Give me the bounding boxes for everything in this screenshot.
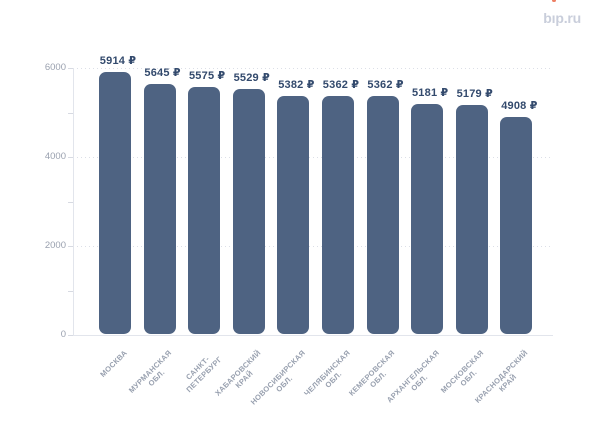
y-axis-tick [68,290,73,292]
y-axis-tick [68,68,73,69]
y-gridline [73,68,553,69]
y-axis-tick [68,201,73,203]
bar-value-label: 5914 ₽ [99,54,137,67]
bar[interactable] [455,104,488,334]
bar-value-label: 5362 ₽ [367,79,404,92]
y-gridline [73,246,553,247]
y-axis-tick-label: 4000 [44,151,66,162]
bar[interactable] [277,95,310,334]
bar[interactable] [500,116,533,334]
y-axis-tick-label: 2000 [44,240,66,251]
y-axis-tick-label: 6000 [44,62,66,73]
bar[interactable] [232,88,265,334]
bar[interactable] [366,96,399,334]
bar[interactable] [99,71,131,334]
bar[interactable] [411,104,444,334]
bar-value-label: 4908 ₽ [501,99,538,112]
x-axis-category-label: МУРМАНСКАЯ ОБЛ. [127,348,180,401]
bar-value-label: 5529 ₽ [233,71,270,84]
bar-value-label: 5575 ₽ [188,69,226,82]
brand-logo: bı p.ru [543,0,581,25]
y-axis-tick [68,246,73,247]
x-axis-line [73,335,553,336]
bar-value-label: 5362 ₽ [322,79,360,92]
bar[interactable] [322,96,354,334]
logo-letter-i: ı [552,0,556,25]
y-axis-tick [68,335,73,336]
bar[interactable] [143,83,176,334]
y-axis-tick [68,112,73,114]
x-axis-category-label: МОСКВА [98,348,129,379]
x-axis-category-line: МОСКВА [98,348,129,379]
bar[interactable] [188,86,221,334]
bar-value-label: 5181 ₽ [411,87,449,100]
logo-i-dot [552,0,556,2]
y-gridline [73,157,553,158]
y-axis-line [73,68,74,335]
y-axis-tick-label: 0 [60,329,66,340]
x-axis-category-label: ЧЕЛЯБИНСКАЯ ОБЛ. [302,348,358,404]
y-axis-tick [68,157,73,158]
bar-value-label: 5382 ₽ [278,78,315,91]
bar-value-label: 5179 ₽ [456,87,493,100]
bar-value-label: 5645 ₽ [144,66,181,79]
